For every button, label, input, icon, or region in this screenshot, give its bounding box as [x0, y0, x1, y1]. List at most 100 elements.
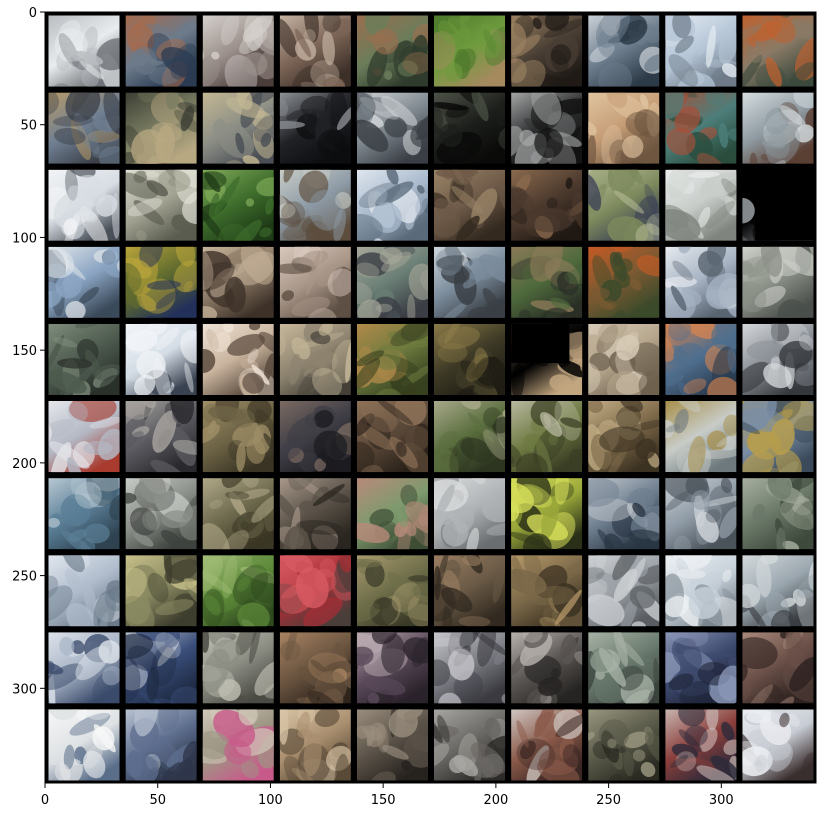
tile-blob — [790, 62, 814, 85]
sample-tile — [665, 632, 737, 704]
tile-blob — [171, 214, 189, 232]
sample-tile — [356, 169, 428, 241]
tile-blob — [728, 338, 737, 372]
tile-blob — [303, 29, 316, 43]
tile-blob — [242, 372, 265, 394]
sample-tile — [434, 555, 506, 627]
tile-blob — [308, 190, 343, 231]
tile-blob — [597, 529, 616, 550]
tile-blob — [313, 410, 334, 428]
tile-blob — [445, 105, 470, 118]
tile-blob — [372, 28, 399, 55]
tile-blob — [588, 121, 597, 136]
tile-blob — [764, 107, 789, 135]
tile-blob — [699, 727, 718, 752]
tile-blob — [749, 152, 758, 164]
tile-blob — [282, 215, 324, 240]
tile-blob — [770, 323, 779, 345]
tile-blob — [597, 323, 628, 343]
tile-blob — [221, 478, 248, 489]
sample-tile — [356, 632, 428, 704]
tile-blob — [760, 246, 782, 277]
tile-blob — [125, 664, 148, 691]
tile-blob — [297, 728, 313, 739]
sample-tile — [202, 246, 274, 318]
tile-blob — [700, 172, 737, 197]
tile-blob — [373, 596, 391, 610]
tile-blob — [133, 374, 156, 395]
tile-blob — [670, 285, 687, 311]
tile-blob — [146, 180, 168, 197]
tile-blob — [653, 658, 660, 694]
tile-blob — [283, 526, 312, 550]
tile-blob — [369, 597, 399, 626]
tile-blob — [59, 636, 75, 656]
tile-blob — [158, 709, 180, 732]
tile-blob — [312, 367, 343, 395]
sample-tile — [434, 401, 506, 473]
tile-blob — [613, 568, 638, 602]
tile-blob — [322, 76, 346, 87]
tile-blob — [757, 467, 782, 473]
tile-blob — [222, 530, 249, 550]
sample-tile — [356, 92, 428, 164]
tile-blob — [279, 492, 298, 521]
tile-blob — [55, 274, 82, 299]
tile-blob — [765, 57, 782, 87]
tile-blob — [705, 200, 736, 229]
x-tick-label: 150 — [371, 793, 396, 808]
tile-blob — [765, 123, 800, 164]
tile-blob — [471, 92, 489, 122]
tile-blob — [616, 334, 640, 361]
tile-blob — [674, 408, 689, 434]
tile-blob — [253, 115, 274, 143]
tile-blob — [434, 198, 457, 221]
tile-blob — [448, 648, 475, 681]
tile-blob — [808, 556, 814, 591]
tile-blob — [672, 555, 713, 570]
sample-tile — [356, 478, 428, 550]
tile-blob — [615, 149, 630, 164]
tile-blob — [265, 197, 274, 215]
tile-blob — [125, 262, 142, 293]
tile-blob — [761, 141, 786, 149]
sample-tile — [665, 555, 737, 627]
tile-blob — [69, 50, 104, 66]
tile-blob — [799, 334, 814, 351]
tile-blob — [242, 478, 259, 488]
tile-blob — [305, 220, 330, 241]
tile-blob — [136, 350, 166, 380]
tile-blob — [607, 216, 649, 241]
tile-blob — [495, 98, 506, 127]
tile-blob — [251, 494, 274, 523]
tile-blob — [67, 401, 88, 423]
tile-blob — [130, 49, 149, 67]
tile-blob — [609, 251, 628, 282]
tile-blob — [742, 746, 773, 777]
sample-tile — [665, 401, 737, 473]
tile-blob — [742, 24, 762, 42]
tile-blob — [171, 21, 191, 43]
tile-blob — [364, 676, 406, 696]
tile-blob — [96, 38, 120, 71]
tile-blob — [445, 62, 463, 83]
tile-blob — [206, 328, 219, 350]
tile-blob — [337, 555, 351, 573]
tile-blob — [668, 673, 694, 691]
tile-blob — [779, 105, 806, 126]
sample-tile — [511, 169, 583, 241]
tile-blob — [437, 326, 480, 350]
tile-blob — [516, 738, 556, 771]
tile-blob — [778, 246, 814, 276]
tile-blob — [606, 371, 642, 395]
tile-blob — [742, 169, 750, 204]
tile-blob — [314, 458, 327, 472]
tile-blob — [588, 594, 625, 627]
tile-blackout — [755, 178, 814, 241]
tile-blob — [550, 270, 570, 292]
tile-blob — [666, 127, 696, 156]
tile-blob — [460, 437, 493, 463]
tile-blob — [625, 689, 651, 704]
tile-blob — [64, 568, 83, 594]
tile-blob — [706, 709, 719, 731]
